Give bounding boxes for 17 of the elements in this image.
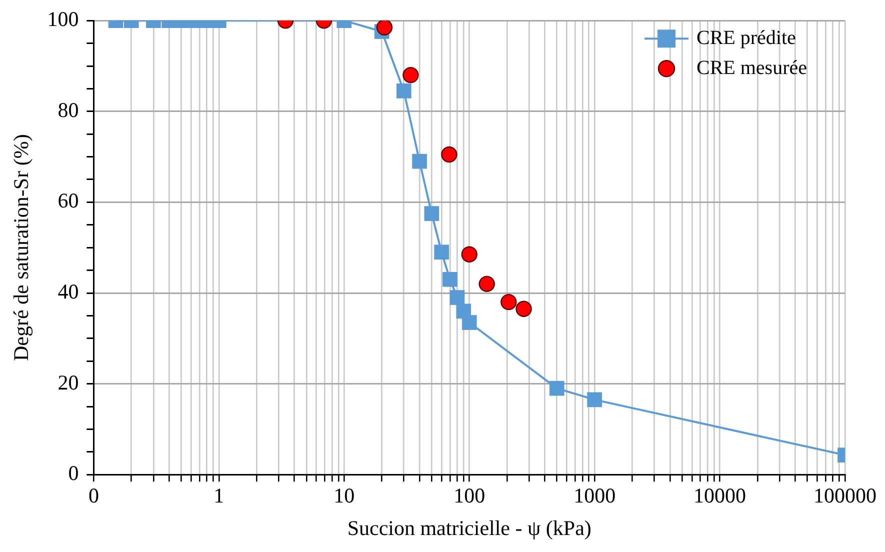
y-tick-label: 60 bbox=[58, 188, 79, 213]
y-tick-label: 100 bbox=[47, 7, 79, 32]
y-tick-label: 0 bbox=[68, 461, 79, 486]
x-tick-label: 10 bbox=[334, 484, 355, 508]
y-tick-label: 40 bbox=[58, 280, 79, 304]
x-tick-label: 1 bbox=[214, 484, 224, 508]
y-tick-label: 20 bbox=[58, 370, 79, 394]
x-axis-title: Succion matricielle - ψ (kPa) bbox=[347, 516, 592, 540]
y-axis-title: Degré de saturation-Sr (%) bbox=[9, 134, 34, 362]
legend-label: CRE mesurée bbox=[696, 56, 808, 79]
legend-label: CRE prédite bbox=[696, 26, 796, 49]
x-tick-label: 100000 bbox=[814, 484, 876, 508]
y-tick-label: 80 bbox=[58, 98, 79, 122]
x-tick-label: 1000 bbox=[574, 484, 616, 508]
x-tick-label: 0 bbox=[88, 484, 99, 508]
x-tick-label: 10000 bbox=[694, 484, 746, 508]
x-tick-label: 100 bbox=[454, 484, 486, 508]
